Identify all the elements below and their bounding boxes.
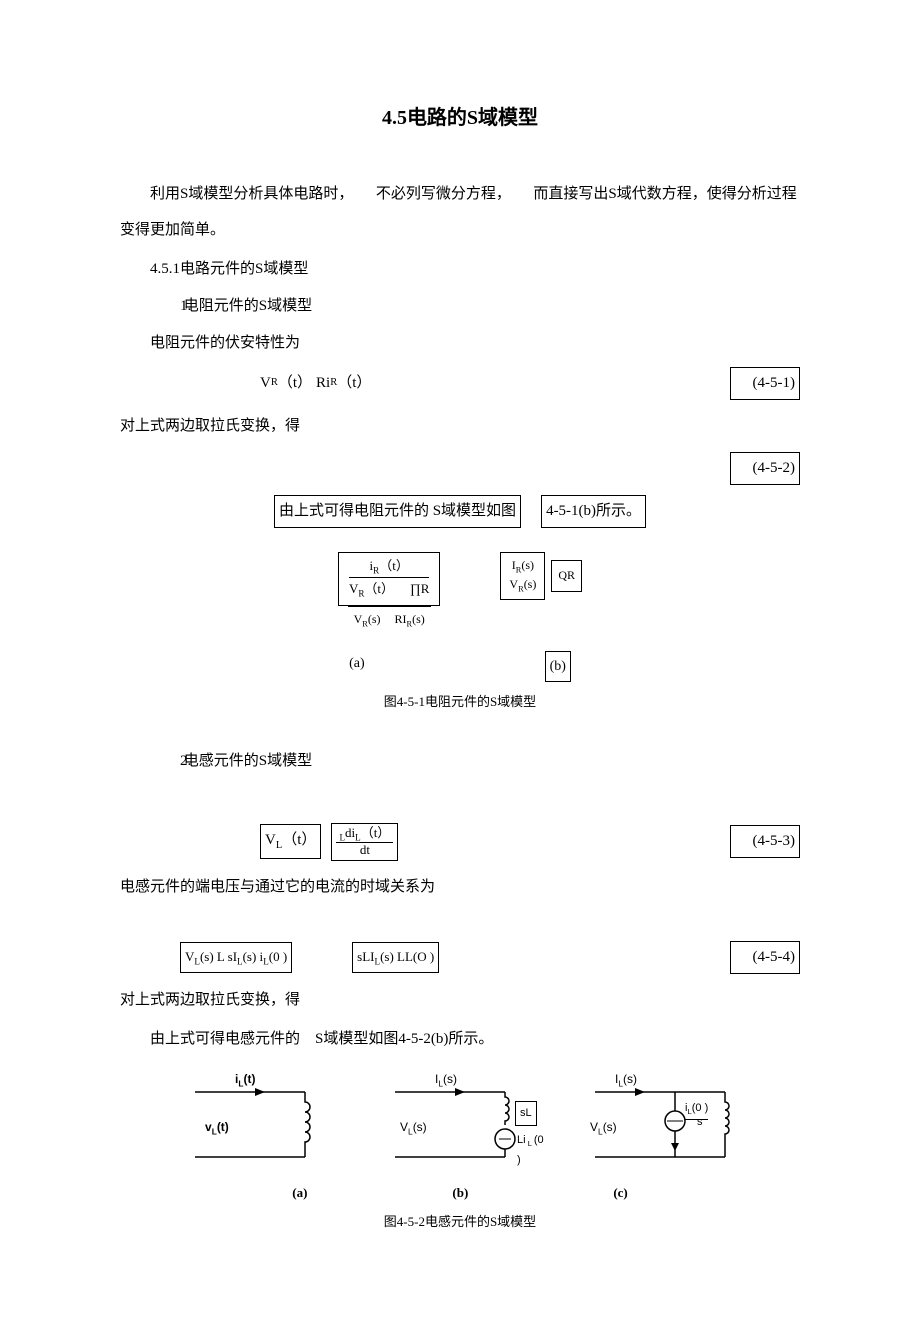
item-2: 2. 电感元件的S域模型 xyxy=(120,748,800,775)
fig451-label-b: (b) xyxy=(545,651,571,682)
fig452-labels: (a) (b) (c) xyxy=(120,1181,800,1204)
fig451a-u1-v: V xyxy=(354,612,363,626)
item-1: 1. 电阻元件的S域模型 xyxy=(120,293,800,320)
eq454a-0: (0 ) xyxy=(269,949,287,964)
fig451b-qr: QR xyxy=(558,568,575,582)
item-2-text: 电感元件的S域模型 xyxy=(184,753,312,769)
equation-4-5-3: VL（t） LdiL（t） dt (4-5-3) xyxy=(120,823,800,861)
eq454a-s: (s) L sI xyxy=(200,949,237,964)
eq451-t2: （t） xyxy=(337,370,371,397)
eq454b-s: (s) LL(O ) xyxy=(380,949,434,964)
item-1-num: 1. xyxy=(150,293,180,320)
laplace-text-1: 对上式两边取拉氏变换，得 xyxy=(120,408,800,444)
item-1-text: 电阻元件的S域模型 xyxy=(184,298,312,314)
fig451a-u2: RI xyxy=(395,612,407,626)
fig451a-u1-s: (s) xyxy=(368,612,381,626)
cc-s2: (s) xyxy=(603,1120,617,1134)
equation-4-5-4: VL(s) L sIL(s) iL(0 ) sLIL(s) LL(O ) (4-… xyxy=(120,941,800,974)
fig452-label-a: (a) xyxy=(292,1181,307,1204)
cb-l3: L xyxy=(526,1139,534,1148)
fig451-left: iR（t） VR（t） ∏R VR(s) RIR(s) xyxy=(338,552,440,633)
eq451-sub-r2: R xyxy=(330,374,337,393)
equation-4-5-2: (4-5-2) xyxy=(120,452,800,485)
subsection-451: 4.5.1电路元件的S域模型 xyxy=(120,256,800,283)
eq453-bot: dt xyxy=(357,843,373,857)
cb-sl: sL xyxy=(520,1107,532,1119)
fig452-label-c: (c) xyxy=(613,1181,627,1204)
cb-vs: V xyxy=(400,1120,408,1134)
fig451b-v-s: (s) xyxy=(524,577,537,591)
eq-num-453: (4-5-3) xyxy=(730,825,800,858)
boxed-a: 由上式可得电阻元件的 S域模型如图 xyxy=(274,495,521,528)
eq453-top-t: （t） xyxy=(361,825,391,840)
cc-vs: V xyxy=(590,1120,598,1134)
fig451a-sym: ∏R xyxy=(410,580,429,600)
eq453-top-di: di xyxy=(345,825,355,840)
eq451-vr: V xyxy=(260,370,271,397)
eq451-t1: （t） xyxy=(278,370,312,397)
inductor-desc: 电感元件的端电压与通过它的电流的时域关系为 xyxy=(120,869,800,905)
page-title: 4.5电路的S域模型 xyxy=(120,100,800,136)
eq453-v: V xyxy=(265,832,276,848)
cb-li: Li xyxy=(517,1134,526,1146)
circuit-a: iL(t) vL(t) xyxy=(175,1067,345,1177)
boxed-b: 4-5-1(b)所示。 xyxy=(541,495,646,528)
fig451-labels: (a) (b) xyxy=(120,651,800,682)
eq454a-s2: (s) i xyxy=(243,949,264,964)
cb-s: (s) xyxy=(443,1072,457,1086)
boxed-sentence-451: 由上式可得电阻元件的 S域模型如图 4-5-1(b)所示。 xyxy=(120,495,800,528)
fig451-right: IR(s) VR(s) QR xyxy=(500,552,582,633)
figure-4-5-1: iR（t） VR（t） ∏R VR(s) RIR(s) IR(s) xyxy=(120,552,800,633)
fig451-label-a: (a) xyxy=(349,651,365,682)
fig452-caption: 图4-5-2电感元件的S域模型 xyxy=(120,1210,800,1233)
ca-vt: v xyxy=(205,1120,212,1134)
eq451-sub-r1: R xyxy=(271,374,278,393)
equation-4-5-1: VR（t） RiR（t） (4-5-1) xyxy=(120,367,800,400)
eq451-ri: Ri xyxy=(316,370,330,397)
fig451a-i-t: （t） xyxy=(379,558,409,573)
eq454b: sLI xyxy=(357,949,374,964)
circuit-c: IL(s) VL(s) iL(0 ) s xyxy=(575,1067,745,1177)
cb-s2: (s) xyxy=(413,1120,427,1134)
eq-num-452: (4-5-2) xyxy=(730,452,800,485)
ca-t: (t) xyxy=(243,1072,255,1086)
laplace-text-2: 对上式两边取拉氏变换，得 xyxy=(120,982,800,1018)
eq453-t: （t） xyxy=(282,832,316,848)
eq-num-454: (4-5-4) xyxy=(730,941,800,974)
fig451b-v: V xyxy=(509,577,518,591)
fig452-intro: 由上式可得电感元件的 S域模型如图4-5-2(b)所示。 xyxy=(120,1026,800,1053)
cc-ss: s xyxy=(697,1116,703,1128)
item-2-num: 2. xyxy=(150,748,180,775)
item-1-desc: 电阻元件的伏安特性为 xyxy=(120,330,800,357)
figure-4-5-2: iL(t) vL(t) IL(s) VL(s) sL Li L (0 ) xyxy=(120,1067,800,1177)
fig451-caption: 图4-5-1电阻元件的S域模型 xyxy=(120,690,800,713)
fig452-label-b: (b) xyxy=(452,1181,468,1204)
fig451b-i-s: (s) xyxy=(521,558,534,572)
eq-num-451: (4-5-1) xyxy=(730,367,800,400)
fig451a-u2-s: (s) xyxy=(412,612,425,626)
cc-s: (s) xyxy=(623,1072,637,1086)
circuit-b: IL(s) VL(s) sL Li L (0 ) xyxy=(375,1067,545,1177)
eq454a-v: V xyxy=(185,949,194,964)
ca-t2: (t) xyxy=(217,1120,229,1134)
fig451a-v-t: （t） xyxy=(364,581,394,596)
intro-paragraph: 利用S域模型分析具体电路时， 不必列写微分方程， 而直接写出S域代数方程，使得分… xyxy=(120,176,800,248)
fig451a-v: V xyxy=(349,581,358,596)
